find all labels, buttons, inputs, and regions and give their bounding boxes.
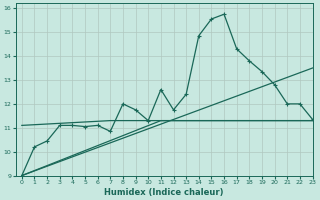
X-axis label: Humidex (Indice chaleur): Humidex (Indice chaleur) <box>104 188 224 197</box>
